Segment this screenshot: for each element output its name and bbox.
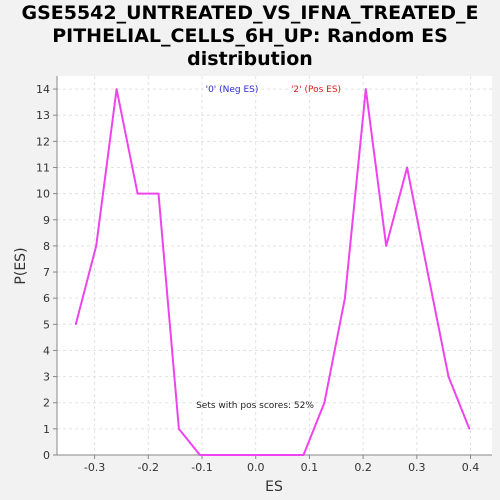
series-line-0 <box>74 88 471 456</box>
y-tick-label: 14 <box>36 83 50 96</box>
y-tick-label: 0 <box>43 449 50 462</box>
series-layer <box>74 88 471 456</box>
data-point <box>178 428 180 430</box>
x-tick-label: 0.1 <box>301 461 319 474</box>
y-axis-label: P(ES) <box>13 247 29 284</box>
grid <box>57 76 492 456</box>
x-tick-label: -0.3 <box>84 461 105 474</box>
y-tick-label: 11 <box>36 161 50 174</box>
tick-marks <box>53 88 472 459</box>
pos-scores-annotation: Sets with pos scores: 52% <box>196 401 314 411</box>
legend: '0' (Neg ES) '2' (Pos ES) <box>206 85 341 95</box>
x-tick-label: 0.4 <box>462 461 480 474</box>
plot-area <box>57 76 492 455</box>
data-point <box>136 192 139 195</box>
y-tick-label: 9 <box>43 214 50 227</box>
y-tick-label: 5 <box>43 318 50 331</box>
chart-title-line-3: distribution <box>187 48 313 70</box>
y-tick-label: 6 <box>43 292 50 305</box>
data-point <box>426 271 429 273</box>
data-point <box>406 166 408 169</box>
data-point <box>240 454 243 456</box>
x-tick-label: 0.0 <box>247 461 265 474</box>
data-point <box>95 245 98 247</box>
y-tick-label: 1 <box>43 423 50 436</box>
y-tick-label: 7 <box>43 266 50 279</box>
y-tick-label: 12 <box>36 135 50 148</box>
data-point <box>344 297 346 299</box>
legend-entry-neg-es: '0' (Neg ES) <box>206 85 259 95</box>
y-tick-label: 2 <box>43 397 50 410</box>
data-point <box>468 428 471 430</box>
data-point <box>115 88 118 90</box>
x-tick-label: -0.2 <box>138 461 159 474</box>
data-point <box>364 88 367 90</box>
data-point <box>74 323 77 326</box>
x-axis-label: ES <box>265 479 283 495</box>
x-tick-label: -0.1 <box>191 461 212 474</box>
data-point <box>199 454 201 456</box>
data-point <box>219 454 222 456</box>
y-tick-label: 10 <box>36 188 50 201</box>
data-point <box>281 454 284 456</box>
x-tick-label: 0.3 <box>408 461 426 474</box>
data-point <box>323 401 326 404</box>
y-tick-label: 4 <box>43 344 50 357</box>
chart-title-line-1: GSE5542_UNTREATED_VS_IFNA_TREATED_E <box>21 2 479 24</box>
data-point <box>261 454 263 456</box>
y-tick-label: 3 <box>43 371 50 384</box>
data-point <box>157 192 160 195</box>
chart-title: GSE5542_UNTREATED_VS_IFNA_TREATED_E PITH… <box>0 2 500 71</box>
data-point <box>302 454 305 456</box>
x-tick-label: 0.2 <box>354 461 372 474</box>
legend-entry-pos-es: '2' (Pos ES) <box>291 85 341 95</box>
data-point <box>447 375 450 378</box>
y-tick-label: 13 <box>36 109 50 122</box>
data-point <box>385 245 388 247</box>
chart-title-line-2: PITHELIAL_CELLS_6H_UP: Random ES <box>52 25 448 47</box>
y-tick-label: 8 <box>43 240 50 253</box>
